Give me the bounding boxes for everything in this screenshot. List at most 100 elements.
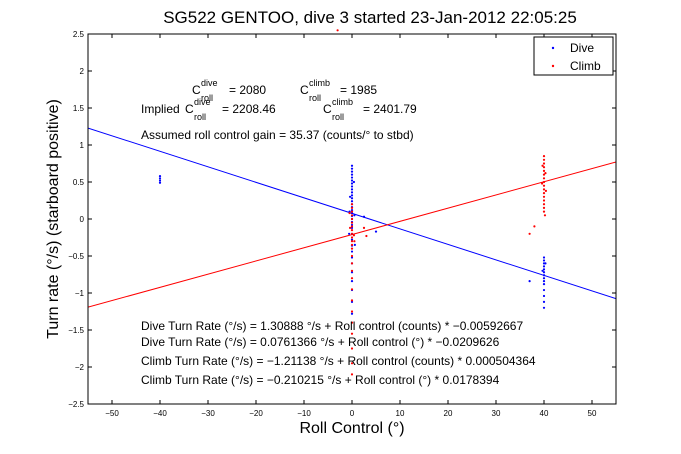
x-tick-label: 50 bbox=[588, 409, 597, 418]
point-climb bbox=[533, 225, 536, 228]
implied-dive-sup: dive bbox=[194, 97, 211, 107]
point-climb bbox=[540, 182, 544, 185]
point-climb bbox=[542, 180, 546, 184]
point-dive bbox=[350, 194, 354, 197]
dive-equation-degrees: Dive Turn Rate (°/s) = 0.0761366 °/s + R… bbox=[141, 335, 500, 349]
point-climb bbox=[350, 288, 354, 291]
point-dive bbox=[542, 288, 546, 292]
c-roll-climb-sup: climb bbox=[309, 78, 330, 88]
point-climb bbox=[350, 214, 354, 217]
point-climb bbox=[353, 240, 356, 243]
point-dive bbox=[542, 294, 546, 298]
point-dive bbox=[374, 230, 378, 233]
point-dive bbox=[348, 195, 352, 198]
point-climb bbox=[365, 234, 368, 238]
x-tick-label: 0 bbox=[350, 409, 355, 418]
point-climb bbox=[542, 162, 546, 165]
implied-climb-sub: roll bbox=[332, 112, 344, 122]
point-dive bbox=[350, 170, 354, 173]
implied-dive-value: = 2208.46 bbox=[222, 102, 276, 116]
y-tick-label: −1 bbox=[75, 289, 85, 298]
x-tick-label: 20 bbox=[444, 409, 453, 418]
c-roll-dive-sup: dive bbox=[201, 78, 218, 88]
point-dive bbox=[350, 188, 354, 191]
climb-equation-degrees: Climb Turn Rate (°/s) = −0.210215 °/s + … bbox=[141, 373, 500, 387]
point-climb bbox=[350, 269, 354, 272]
point-dive bbox=[542, 300, 546, 303]
point-climb bbox=[350, 310, 354, 313]
point-climb bbox=[542, 188, 546, 191]
point-climb bbox=[348, 226, 352, 229]
point-climb bbox=[350, 347, 354, 350]
dive-equation-counts: Dive Turn Rate (°/s) = 1.30888 °/s + Rol… bbox=[141, 319, 523, 333]
point-dive bbox=[542, 268, 546, 271]
c-roll-climb-sub: roll bbox=[309, 93, 321, 103]
point-climb bbox=[350, 206, 354, 209]
point-dive bbox=[542, 274, 546, 277]
point-dive bbox=[542, 306, 546, 309]
point-dive bbox=[350, 200, 354, 203]
c-roll-climb: C climb roll = 1985 bbox=[300, 78, 377, 103]
y-tick-label: 1 bbox=[80, 141, 85, 150]
y-axis-label: Turn rate (°/s) (starboard positive) bbox=[45, 99, 62, 339]
point-dive bbox=[158, 174, 162, 178]
point-climb bbox=[541, 164, 544, 167]
point-dive bbox=[542, 280, 546, 283]
legend-label-climb: Climb bbox=[570, 59, 601, 73]
point-dive bbox=[350, 280, 354, 283]
c-roll-climb-base: C bbox=[300, 83, 309, 97]
x-tick-label: −30 bbox=[201, 409, 215, 418]
point-dive bbox=[544, 262, 547, 265]
point-climb bbox=[350, 217, 354, 221]
c-roll-climb-value: = 1985 bbox=[340, 83, 377, 97]
x-tick-label: 30 bbox=[492, 409, 501, 418]
point-climb bbox=[542, 155, 546, 158]
point-climb bbox=[542, 210, 546, 213]
point-climb bbox=[352, 234, 356, 237]
point-climb bbox=[350, 321, 354, 324]
y-tick-label: 0.5 bbox=[73, 178, 85, 187]
point-climb bbox=[350, 236, 354, 239]
point-dive bbox=[542, 277, 546, 280]
point-dive bbox=[350, 167, 354, 170]
point-climb bbox=[542, 203, 546, 206]
implied-label: Implied bbox=[141, 102, 180, 116]
point-climb bbox=[542, 184, 546, 187]
annotations: C dive roll = 2080 C climb roll = 1985 I… bbox=[141, 78, 536, 387]
point-climb bbox=[542, 166, 546, 169]
point-climb bbox=[362, 226, 366, 229]
climb-equation-counts: Climb Turn Rate (°/s) = −1.21138 °/s + R… bbox=[141, 354, 536, 368]
point-climb bbox=[350, 221, 354, 224]
implied-climb-base: C bbox=[323, 102, 332, 116]
x-tick-label: −20 bbox=[249, 409, 263, 418]
point-climb bbox=[348, 211, 351, 215]
point-dive bbox=[158, 179, 162, 182]
point-climb bbox=[528, 232, 531, 235]
y-tick-label: −2.5 bbox=[68, 400, 84, 409]
c-roll-dive-base: C bbox=[192, 83, 201, 97]
point-dive bbox=[158, 177, 162, 180]
point-climb bbox=[350, 229, 354, 232]
point-climb bbox=[542, 173, 546, 176]
point-dive bbox=[353, 214, 356, 217]
point-dive bbox=[542, 265, 546, 268]
point-climb bbox=[542, 199, 546, 202]
x-tick-label: −10 bbox=[297, 409, 311, 418]
legend-box bbox=[533, 36, 614, 76]
x-tick-label: −40 bbox=[153, 409, 167, 418]
point-dive bbox=[348, 232, 351, 235]
point-climb bbox=[350, 362, 354, 365]
point-climb bbox=[350, 299, 354, 302]
point-dive bbox=[528, 280, 531, 283]
implied-dive-base: C bbox=[185, 102, 194, 116]
point-dive bbox=[362, 215, 366, 218]
point-climb bbox=[542, 177, 546, 180]
point-climb bbox=[543, 214, 547, 217]
y-axis-ticks: −2.5 −2 −1.5 −1 −0.5 0 0.5 1 1.5 2 2.5 bbox=[68, 30, 616, 409]
y-tick-label: 2 bbox=[80, 67, 85, 76]
point-dive bbox=[350, 250, 354, 253]
implied-climb-value: = 2401.79 bbox=[363, 102, 417, 116]
point-climb bbox=[542, 192, 546, 195]
point-climb bbox=[542, 158, 546, 161]
x-axis-label: Roll Control (°) bbox=[299, 420, 404, 437]
